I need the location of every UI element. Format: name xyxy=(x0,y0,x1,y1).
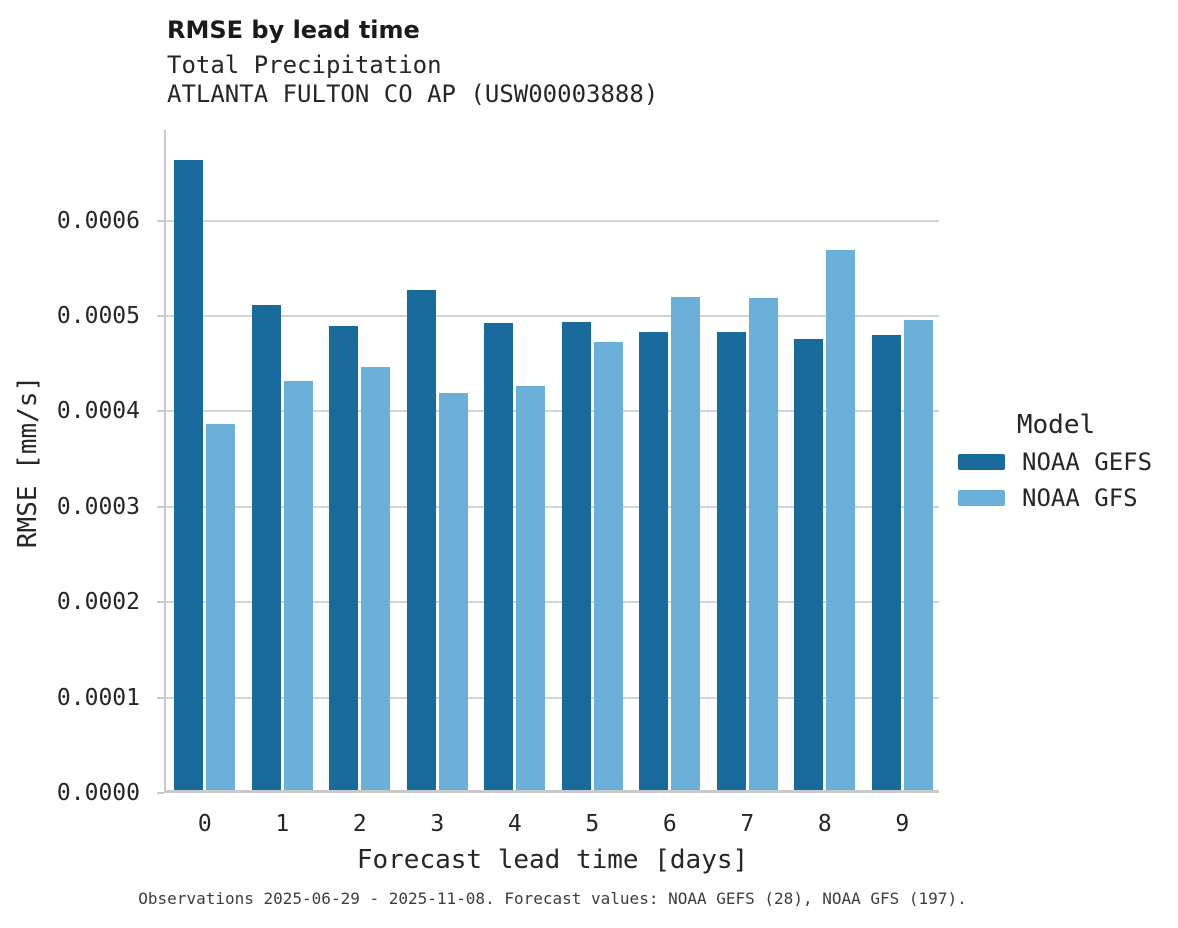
x-tick-label-6: 6 xyxy=(662,811,677,837)
x-tick-label-1: 1 xyxy=(275,811,290,837)
x-tick-label-3: 3 xyxy=(430,811,445,837)
x-tick-label-2: 2 xyxy=(352,811,367,837)
y-tick-mark-0.0005 xyxy=(157,315,164,318)
chart-subtitle-variable: Total Precipitation xyxy=(167,51,442,79)
footnote-caption: Observations 2025-06-29 - 2025-11-08. Fo… xyxy=(138,889,967,908)
bar-noaa-gfs-lead-8 xyxy=(826,250,856,790)
chart-title: RMSE by lead time xyxy=(167,16,420,44)
y-tick-label-0.0006: 0.0006 xyxy=(56,207,140,234)
legend: Model NOAA GEFS NOAA GFS xyxy=(958,410,1158,510)
legend-title: Model xyxy=(1016,410,1096,440)
legend-entry-noaa-gefs: NOAA GEFS xyxy=(958,450,1152,474)
y-tick-mark-0.0004 xyxy=(157,410,164,413)
legend-swatch-noaa-gfs xyxy=(958,490,1005,506)
legend-label-noaa-gefs: NOAA GEFS xyxy=(1022,448,1153,476)
y-tick-mark-0.0002 xyxy=(157,601,164,604)
y-tick-mark-0.0000 xyxy=(157,792,164,794)
bar-noaa-gefs-lead-2 xyxy=(329,326,359,790)
y-tick-label-0.0001: 0.0001 xyxy=(56,684,140,711)
gridline-0.0005 xyxy=(166,315,939,318)
y-tick-mark-0.0001 xyxy=(157,696,164,699)
chart-subtitle-station: ATLANTA FULTON CO AP (USW00003888) xyxy=(167,80,659,108)
bar-noaa-gefs-lead-8 xyxy=(794,338,824,790)
legend-label-noaa-gfs: NOAA GFS xyxy=(1022,484,1138,512)
x-tick-label-9: 9 xyxy=(895,811,910,837)
gridline-0.0003 xyxy=(166,505,939,508)
x-tick-label-4: 4 xyxy=(507,811,522,837)
y-tick-mark-0.0006 xyxy=(157,219,164,222)
x-tick-label-5: 5 xyxy=(585,811,600,837)
bar-noaa-gefs-lead-7 xyxy=(716,332,746,790)
gridline-0.0002 xyxy=(166,601,939,604)
y-tick-label-0.0002: 0.0002 xyxy=(56,589,140,616)
x-axis-title: Forecast lead time [days] xyxy=(356,845,749,875)
x-tick-label-8: 8 xyxy=(817,811,832,837)
plot-area xyxy=(157,130,939,794)
bar-noaa-gefs-lead-9 xyxy=(871,334,901,790)
y-tick-label-0.0000: 0.0000 xyxy=(56,780,140,806)
legend-entry-noaa-gfs: NOAA GFS xyxy=(958,486,1138,510)
bar-noaa-gfs-lead-9 xyxy=(903,319,933,790)
bar-noaa-gefs-lead-6 xyxy=(639,332,669,790)
bar-noaa-gfs-lead-3 xyxy=(438,393,468,790)
bar-noaa-gfs-lead-6 xyxy=(671,296,701,790)
bar-noaa-gfs-lead-4 xyxy=(516,386,546,790)
y-tick-label-0.0004: 0.0004 xyxy=(56,398,140,425)
y-tick-mark-0.0003 xyxy=(157,505,164,508)
x-tick-label-0: 0 xyxy=(197,811,212,837)
bar-noaa-gefs-lead-4 xyxy=(484,322,514,790)
gridline-0.0006 xyxy=(166,219,939,222)
bar-noaa-gfs-lead-0 xyxy=(206,423,236,790)
bar-noaa-gefs-lead-3 xyxy=(406,290,436,790)
y-tick-label-0.0005: 0.0005 xyxy=(56,303,140,330)
gridline-0.0001 xyxy=(166,696,939,699)
bar-noaa-gfs-lead-5 xyxy=(593,341,623,790)
bar-noaa-gfs-lead-1 xyxy=(283,380,313,790)
bar-noaa-gfs-lead-2 xyxy=(361,367,391,790)
legend-swatch-noaa-gefs xyxy=(958,454,1005,470)
gridline-0.0004 xyxy=(166,410,939,413)
bar-noaa-gfs-lead-7 xyxy=(748,297,778,790)
y-tick-label-0.0003: 0.0003 xyxy=(56,493,140,520)
bar-noaa-gefs-lead-0 xyxy=(174,160,204,790)
x-tick-label-7: 7 xyxy=(740,811,755,837)
bar-noaa-gefs-lead-5 xyxy=(561,321,591,790)
bar-noaa-gefs-lead-1 xyxy=(251,305,281,790)
